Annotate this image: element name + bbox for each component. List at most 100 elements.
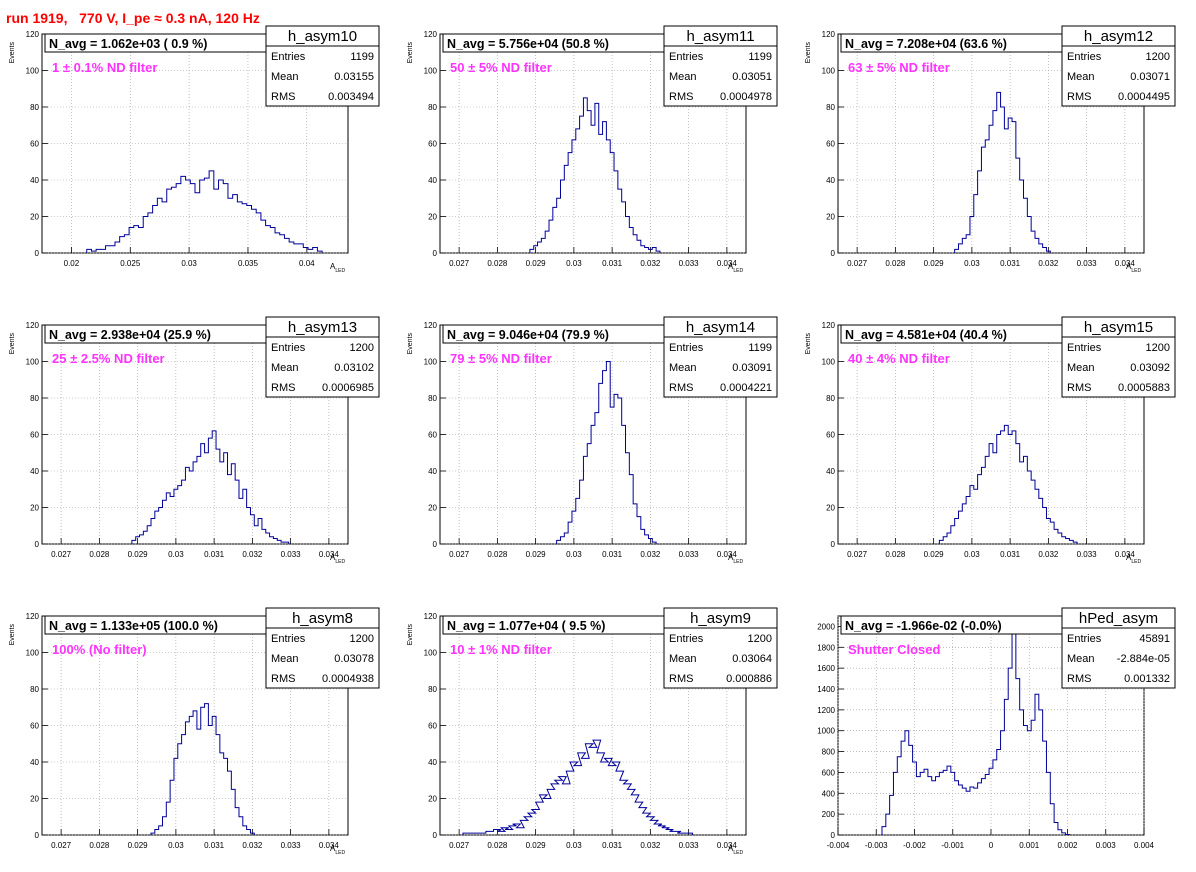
y-axis-label: Events [9, 42, 16, 64]
x-tick-label: 0.031 [602, 259, 623, 268]
y-tick-label: 80 [428, 103, 437, 112]
y-tick-label: 100 [822, 358, 836, 367]
stats-label: Entries [669, 342, 704, 354]
x-tick-label: 0.027 [449, 259, 470, 268]
x-tick-label: 0.028 [487, 550, 508, 559]
stats-value: 1200 [350, 342, 374, 354]
y-tick-label: 60 [428, 431, 437, 440]
y-tick-label: 120 [26, 612, 40, 621]
x-tick-label: 0.033 [679, 259, 700, 268]
x-tick-label: 0.028 [487, 259, 508, 268]
stats-title: h_asym14 [686, 319, 755, 336]
x-tick-label: 0.032 [1038, 550, 1059, 559]
x-tick-label: 0.031 [204, 841, 225, 850]
x-tick-label: 0.033 [1077, 259, 1098, 268]
x-axis-label: ALED [330, 262, 345, 274]
stats-label: Entries [669, 633, 704, 645]
y-tick-label: 80 [826, 394, 835, 403]
y-axis-label: Events [407, 624, 414, 646]
stats-title: h_asym8 [292, 610, 353, 627]
stats-title: h_asym9 [690, 610, 751, 627]
stats-label: Mean [1067, 362, 1095, 374]
stats-label: Entries [1067, 633, 1102, 645]
y-tick-label: 120 [424, 30, 438, 39]
y-tick-label: 80 [826, 103, 835, 112]
x-tick-label: 0.029 [924, 550, 945, 559]
n-avg-title: N_avg = 7.208e+04 (63.6 %) [845, 37, 1007, 51]
stats-value: 0.0004978 [720, 91, 772, 103]
stats-value: 0.03078 [334, 653, 374, 665]
stats-value: 0.0004495 [1118, 91, 1170, 103]
y-tick-label: 120 [26, 30, 40, 39]
x-tick-label: 0.001 [1019, 841, 1040, 850]
x-tick-label: 0.029 [128, 550, 149, 559]
x-tick-label: 0.028 [885, 550, 906, 559]
filter-annotation: 63 ± 5% ND filter [848, 60, 950, 75]
y-tick-label: 100 [822, 67, 836, 76]
stats-value: 0.03091 [732, 362, 772, 374]
stats-label: Mean [669, 362, 697, 374]
y-tick-label: 60 [30, 140, 39, 149]
y-tick-label: 100 [424, 358, 438, 367]
y-tick-label: 20 [30, 795, 39, 804]
x-tick-label: 0.029 [924, 259, 945, 268]
stats-value: 1199 [748, 51, 772, 63]
y-tick-label: 80 [30, 394, 39, 403]
y-tick-label: 0 [35, 249, 40, 258]
filter-annotation: 79 ± 5% ND filter [450, 351, 552, 366]
histogram-series-line [529, 97, 661, 253]
y-tick-label: 40 [428, 467, 437, 476]
y-tick-label: 120 [424, 612, 438, 621]
stats-label: Mean [669, 653, 697, 665]
y-tick-label: 40 [428, 758, 437, 767]
y-tick-label: 20 [826, 213, 835, 222]
stats-label: RMS [669, 382, 693, 394]
stats-value: 45891 [1139, 633, 1170, 645]
x-axis-label-subscript: LED [1131, 268, 1141, 274]
y-axis-label: Events [9, 624, 16, 646]
histogram-panel-h_asym12: 0.027 0.028 0.029 0.03 0.031 0.032 0.033 0.034 0… [805, 25, 1176, 274]
x-tick-label: 0.033 [679, 841, 700, 850]
y-tick-label: 100 [424, 649, 438, 658]
x-tick-label: 0.027 [847, 550, 868, 559]
stats-title: h_asym11 [686, 28, 754, 45]
stats-title: h_asym10 [288, 28, 357, 45]
filter-annotation: 1 ± 0.1% ND filter [52, 60, 157, 75]
x-tick-label: 0.032 [1038, 259, 1059, 268]
x-tick-label: 0.031 [602, 550, 623, 559]
y-axis-label: Events [805, 42, 812, 64]
histogram-series-line [954, 91, 1051, 253]
y-tick-label: 100 [26, 358, 40, 367]
stats-label: Mean [669, 71, 697, 83]
x-tick-label: 0.029 [128, 841, 149, 850]
x-axis-label-subscript: LED [733, 850, 743, 856]
n-avg-title: N_avg = 1.133e+05 (100.0 %) [49, 619, 218, 633]
y-tick-label: 2000 [817, 622, 835, 631]
y-tick-label: 0 [35, 831, 40, 840]
x-tick-label: 0.027 [51, 550, 72, 559]
x-tick-label: 0.031 [1000, 550, 1021, 559]
x-tick-label: -0.004 [827, 841, 850, 850]
x-tick-label: 0.027 [449, 550, 470, 559]
stats-title: h_asym12 [1084, 28, 1153, 45]
stats-value: 0.03102 [334, 362, 374, 374]
x-tick-label: 0.03 [168, 841, 184, 850]
y-tick-label: 20 [30, 504, 39, 513]
x-tick-label: 0.027 [847, 259, 868, 268]
stats-label: RMS [669, 673, 693, 685]
stats-title: hPed_asym [1079, 610, 1158, 627]
y-tick-label: 0 [831, 831, 836, 840]
n-avg-title: N_avg = -1.966e-02 (-0.0%) [845, 619, 1002, 633]
x-tick-label: 0.03 [566, 841, 582, 850]
x-tick-label: 0.028 [89, 841, 110, 850]
x-tick-label: 0.025 [120, 259, 141, 268]
stats-label: Mean [271, 71, 299, 83]
stats-box [663, 607, 778, 689]
y-tick-label: 60 [428, 140, 437, 149]
n-avg-title: N_avg = 1.062e+03 ( 0.9 %) [49, 37, 207, 51]
n-avg-title: N_avg = 1.077e+04 ( 9.5 %) [447, 619, 605, 633]
histogram-panel-h_asym8: 0.027 0.028 0.029 0.03 0.031 0.032 0.033 0.034 0… [9, 607, 380, 856]
x-tick-label: 0.03 [566, 259, 582, 268]
filter-annotation: 10 ± 1% ND filter [450, 642, 552, 657]
